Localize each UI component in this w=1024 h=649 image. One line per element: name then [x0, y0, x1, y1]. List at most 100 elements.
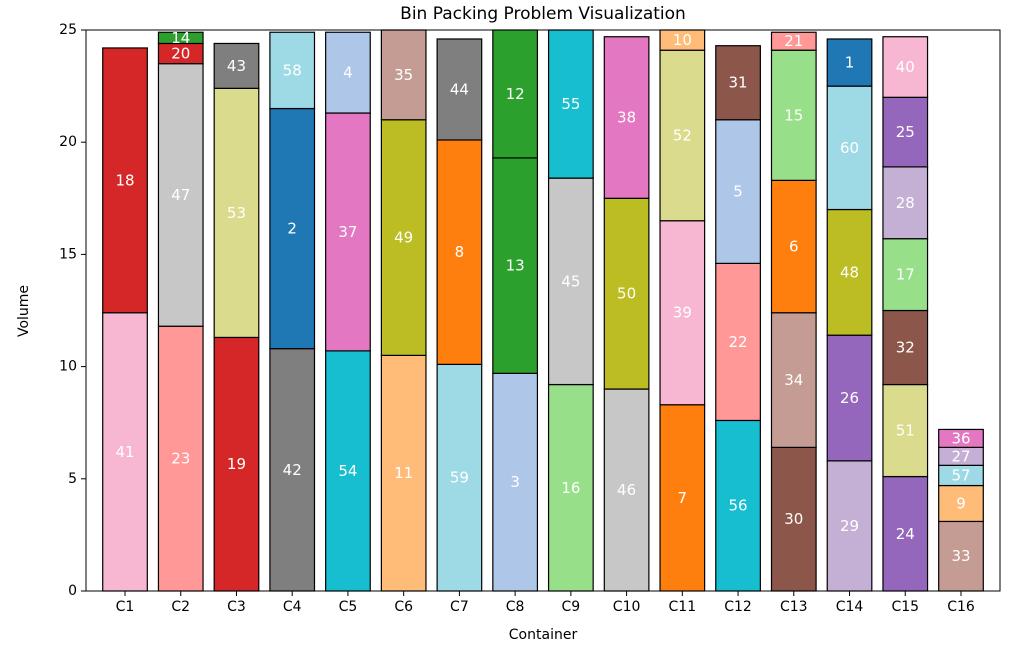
x-tick-label: C15 [891, 599, 919, 615]
segment-label: 34 [784, 371, 803, 389]
bar-segment [882, 383, 929, 478]
y-tick-label: 20 [59, 134, 77, 150]
bar-segment [826, 38, 873, 87]
bar-segment [659, 404, 706, 592]
bar-segment [102, 47, 148, 314]
x-tick-label: C2 [171, 599, 190, 615]
bar-segment [603, 388, 650, 592]
segment-label: 46 [617, 481, 636, 499]
segment-label: 48 [840, 263, 859, 281]
plot-frame [85, 29, 1001, 592]
segment-label: 51 [896, 422, 915, 440]
x-tick-label: C3 [227, 599, 246, 615]
segment-label: 44 [450, 80, 469, 98]
segment-label: 13 [506, 257, 525, 275]
x-tick-label: C1 [116, 599, 135, 615]
segment-label: 6 [789, 238, 799, 256]
bar-segment [380, 29, 427, 121]
x-tick-label: C4 [283, 599, 302, 615]
segment-label: 3 [510, 473, 520, 491]
bar-segment [882, 309, 929, 386]
y-tick-label: 25 [59, 22, 77, 38]
bar-segment [826, 334, 873, 462]
bar-segment [547, 29, 594, 179]
bar-segment [770, 31, 817, 51]
segment-label: 33 [951, 547, 970, 565]
x-axis-title: Container [509, 627, 578, 643]
segment-label: 32 [896, 339, 915, 357]
bar-segment [826, 208, 873, 336]
bar-segment [603, 36, 650, 199]
segment-label: 59 [450, 469, 469, 487]
segment-label: 28 [896, 194, 915, 212]
bar-segment [269, 107, 316, 350]
segment-label: 52 [673, 126, 692, 144]
segment-label: 36 [951, 429, 970, 447]
bar-segment [770, 49, 817, 181]
segment-label: 54 [338, 462, 357, 480]
segment-label: 37 [338, 223, 357, 241]
segment-label: 39 [673, 304, 692, 322]
segment-label: 14 [171, 29, 190, 47]
segment-label: 23 [171, 450, 190, 468]
segment-label: 47 [171, 186, 190, 204]
segment-label: 43 [227, 57, 246, 75]
bar-segment [325, 350, 371, 592]
segment-label: 22 [729, 333, 748, 351]
y-axis-title: Volume [16, 285, 32, 337]
segment-label: 16 [561, 479, 580, 497]
segment-label: 56 [729, 497, 748, 515]
x-tick-label: C7 [450, 599, 469, 615]
bar-segment [436, 139, 483, 365]
segment-label: 4 [343, 64, 353, 82]
x-tick-label: C12 [724, 599, 752, 615]
y-tick-label: 15 [59, 246, 77, 262]
segment-label: 15 [784, 106, 803, 124]
segment-label: 42 [283, 461, 302, 479]
segment-label: 38 [617, 109, 636, 127]
bar-segment [938, 428, 984, 448]
segment-label: 20 [171, 45, 190, 63]
y-tick-label: 10 [59, 359, 77, 375]
bar-segment [715, 262, 761, 422]
x-tick-label: C10 [613, 599, 641, 615]
bar-segment [325, 31, 371, 114]
segment-label: 31 [729, 74, 748, 92]
bar-segment [826, 460, 873, 592]
segment-label: 41 [115, 443, 134, 461]
segment-label: 5 [733, 183, 743, 201]
bar-segment [102, 312, 148, 592]
segment-label: 24 [896, 525, 915, 543]
bar-segment [436, 363, 483, 592]
segment-label: 60 [840, 139, 859, 157]
bar-segment [826, 85, 873, 211]
segment-label: 11 [394, 464, 413, 482]
segment-label: 35 [394, 66, 413, 84]
segment-label: 40 [896, 58, 915, 76]
segment-label: 30 [784, 510, 803, 528]
segment-label: 19 [227, 455, 246, 473]
bar-segment [882, 166, 929, 240]
segment-label: 18 [115, 171, 134, 189]
x-tick-label: C11 [669, 599, 697, 615]
bar-segment [715, 45, 761, 121]
x-tick-label: C5 [339, 599, 358, 615]
x-tick-label: C14 [836, 599, 864, 615]
bar-segment [213, 42, 260, 89]
bar-segment [547, 383, 594, 592]
segment-label: 12 [506, 85, 525, 103]
segment-label: 1 [845, 54, 855, 72]
bar-segment [770, 312, 817, 448]
segment-label: 29 [840, 517, 859, 535]
segment-label: 26 [840, 389, 859, 407]
x-tick-label: C13 [780, 599, 808, 615]
bar-segment [882, 238, 929, 312]
bar-segment [882, 36, 929, 98]
bar-segment [157, 63, 204, 327]
segment-label: 57 [951, 466, 970, 484]
segment-label: 2 [287, 220, 297, 238]
bar-segment [770, 179, 817, 314]
segment-label: 21 [784, 32, 803, 50]
